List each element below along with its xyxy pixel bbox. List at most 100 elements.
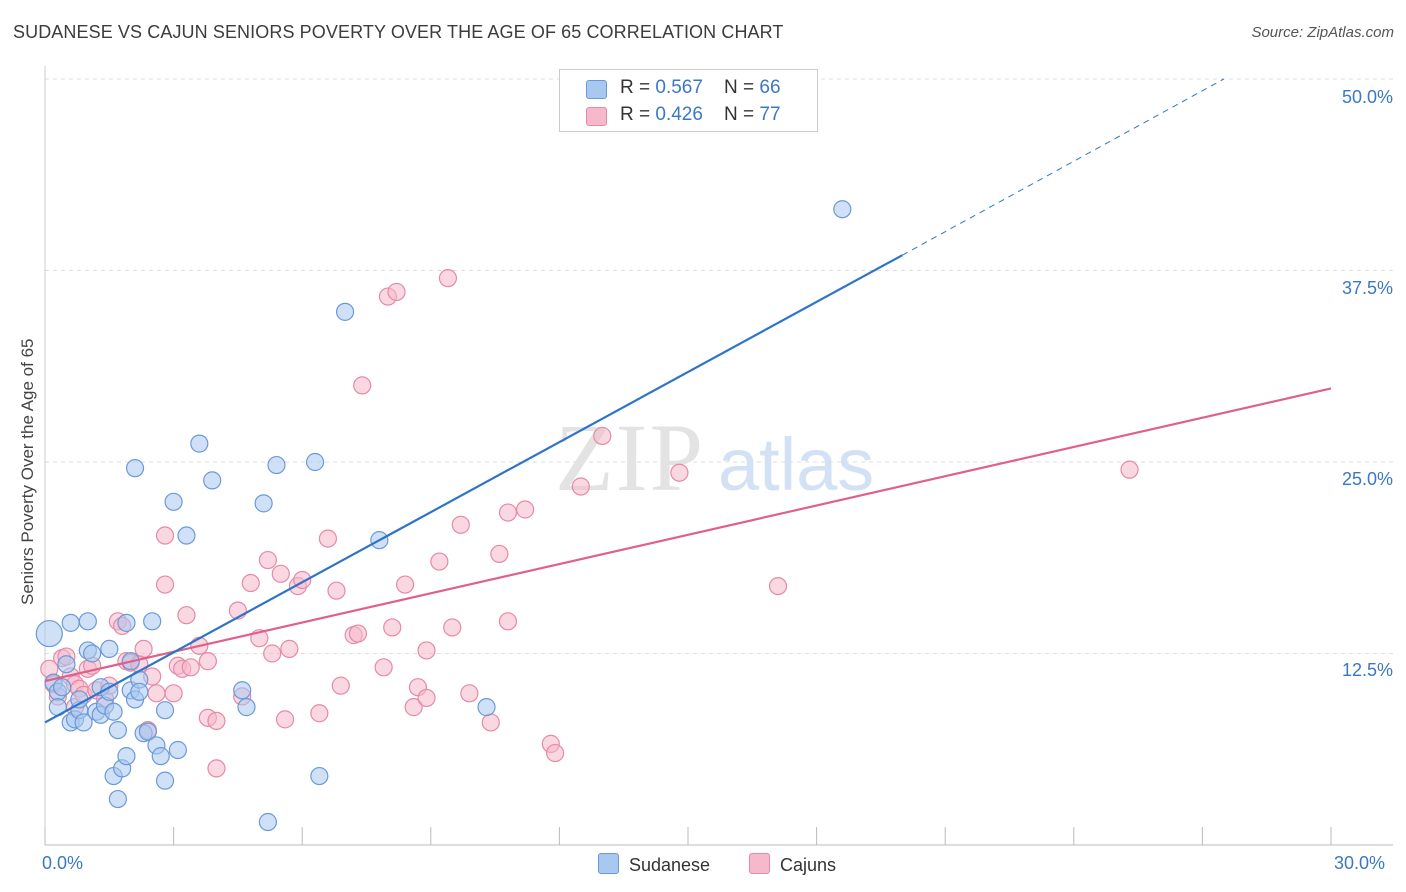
sudanese-point (100, 639, 119, 659)
sudanese-point (151, 747, 170, 766)
bottom-legend-cajuns: Cajuns (749, 853, 836, 876)
bottom-legend-sudanese: Sudanese (598, 853, 710, 876)
sudanese-point (190, 434, 209, 453)
cajun-point (181, 658, 200, 677)
cajun-point (481, 713, 500, 732)
legend-r-value: 0.567 (655, 77, 703, 98)
cajun-point (498, 503, 518, 522)
cajun-point (258, 550, 278, 570)
sudanese-point (335, 302, 355, 321)
cajun-point (395, 575, 415, 594)
sudanese-point (177, 526, 196, 545)
sudanese-point (108, 720, 127, 740)
cajun-point (430, 552, 449, 571)
cajun-point (443, 618, 462, 637)
cajun-point (417, 688, 436, 708)
sudanese-point (254, 494, 273, 513)
sudanese-point (117, 613, 136, 632)
legend-n-value: 77 (759, 104, 781, 125)
cajun-point (571, 477, 590, 496)
cajun-point (164, 684, 183, 703)
y-tick-label: 12.5% (1341, 660, 1393, 680)
cajun-point (310, 704, 329, 723)
cajun-point (348, 624, 368, 643)
y-tick-label: 25.0% (1341, 469, 1393, 489)
sudanese-point (477, 698, 496, 717)
sudanese-point (203, 471, 222, 490)
sudanese-point (61, 613, 80, 632)
cajun-point (134, 639, 153, 659)
sudanese-point (57, 655, 76, 674)
cajun-point (417, 641, 436, 660)
cajun-point (438, 269, 458, 288)
sudanese-point (74, 713, 93, 732)
sudanese-point (164, 492, 183, 511)
cajun-legend-label: Cajuns (780, 855, 837, 875)
cajun-point (353, 376, 372, 395)
legend-n-label: N = (724, 104, 760, 125)
legend-r-value: 0.426 (655, 104, 703, 125)
cajun-point (155, 526, 175, 545)
sudanese-point (130, 682, 149, 701)
trend-lines (44, 78, 1332, 724)
cajun-points (40, 269, 1139, 778)
cajun-point (387, 282, 406, 302)
cajun-point (327, 581, 346, 600)
grid-lines (45, 78, 1393, 654)
cajun-point (177, 606, 196, 625)
cajun-point (768, 576, 788, 596)
correlation-legend: R = 0.567 N = 66 R = 0.426 N = 77 (559, 69, 818, 132)
cajun-point (263, 644, 282, 663)
cajun-swatch (586, 107, 607, 126)
sudanese-point (155, 771, 175, 790)
chart-title: SUDANESE VS CAJUN SENIORS POVERTY OVER T… (13, 22, 784, 42)
cajun-point (198, 652, 217, 671)
cajun-point (275, 710, 295, 729)
sudanese-point (138, 722, 157, 741)
cajun-point (207, 711, 226, 731)
cajun-point (451, 515, 470, 534)
cajun-point (404, 698, 423, 717)
sudanese-point (108, 789, 127, 809)
cajun-point (318, 529, 338, 548)
legend-r-label: R = (620, 77, 656, 98)
sudanese-point (310, 766, 329, 786)
legend-n-value: 66 (759, 77, 781, 98)
cajun-trend-line (44, 387, 1332, 683)
cajun-legend-swatch (749, 853, 770, 874)
legend-n-label: N = (724, 77, 760, 98)
cajun-point (546, 743, 565, 763)
cajun-point (593, 426, 612, 446)
sudanese-points (35, 200, 852, 832)
cajun-point (383, 618, 402, 637)
cajun-point (516, 500, 535, 519)
sudanese-point (53, 678, 72, 697)
cajun-point (670, 463, 689, 482)
y-tick-label: 50.0% (1341, 87, 1393, 107)
cajun-point (155, 575, 175, 594)
sudanese-point (155, 701, 175, 720)
axes (44, 66, 1393, 846)
x-tick-label-max: 30.0% (1334, 853, 1386, 873)
sudanese-trend-extension (902, 78, 1225, 256)
sudanese-legend-label: Sudanese (629, 855, 711, 875)
source-label: Source: ZipAtlas.com (1251, 24, 1394, 41)
cajun-point (207, 759, 226, 778)
cajun-point (460, 684, 479, 703)
cajun-point (498, 612, 518, 631)
watermark-atlas: atlas (718, 423, 874, 506)
sudanese-point (267, 455, 286, 475)
sudanese-point (83, 644, 102, 663)
cajun-point (331, 676, 350, 695)
cajun-point (241, 573, 260, 593)
y-axis-label: Seniors Poverty Over the Age of 65 (18, 338, 37, 605)
sudanese-point (233, 681, 252, 700)
sudanese-point (143, 612, 162, 631)
cajun-point (374, 658, 393, 677)
sudanese-point (35, 619, 63, 648)
sudanese-point (237, 698, 256, 717)
cajun-point (147, 684, 166, 703)
watermark: ZIP atlas (555, 404, 874, 511)
sudanese-point (117, 747, 136, 766)
sudanese-trend-line (44, 254, 903, 724)
